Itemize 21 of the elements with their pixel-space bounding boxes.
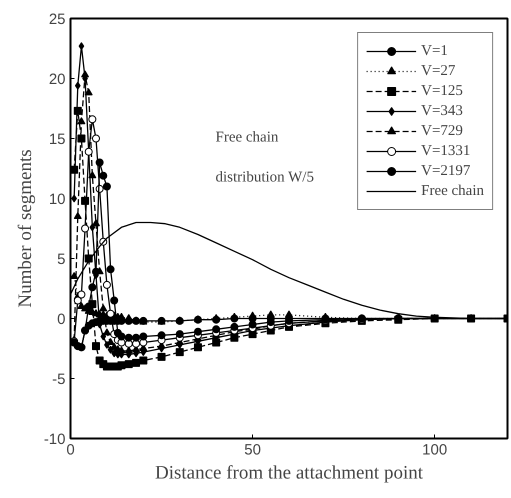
x-axis-title: Distance from the attachment point [154,462,424,484]
y-tick-label: -5 [52,371,66,388]
y-tick-label: -10 [44,431,66,448]
y-tick-label: 25 [48,11,66,28]
legend-label: V=2197 [421,162,470,180]
legend-label: V=27 [421,62,456,80]
legend-label: V=343 [421,102,463,120]
legend-label: V=729 [421,122,463,140]
y-tick-label: 20 [48,71,66,88]
x-tick-label: 50 [244,442,261,458]
y-tick-label: 0 [57,311,66,328]
y-tick-label: 15 [48,131,66,148]
legend-label: V=1331 [421,142,470,160]
legend-label: Free chain [421,182,484,200]
text: Free chain distribution W/5 [216,130,314,186]
y-tick-label: 5 [57,251,66,268]
y-tick-label: 10 [48,191,66,208]
legend-label: V=125 [421,82,463,100]
legend-label: V=1 [421,42,448,60]
y-axis-title: Number of segments [14,149,36,308]
x-tick-label: 100 [422,442,448,458]
